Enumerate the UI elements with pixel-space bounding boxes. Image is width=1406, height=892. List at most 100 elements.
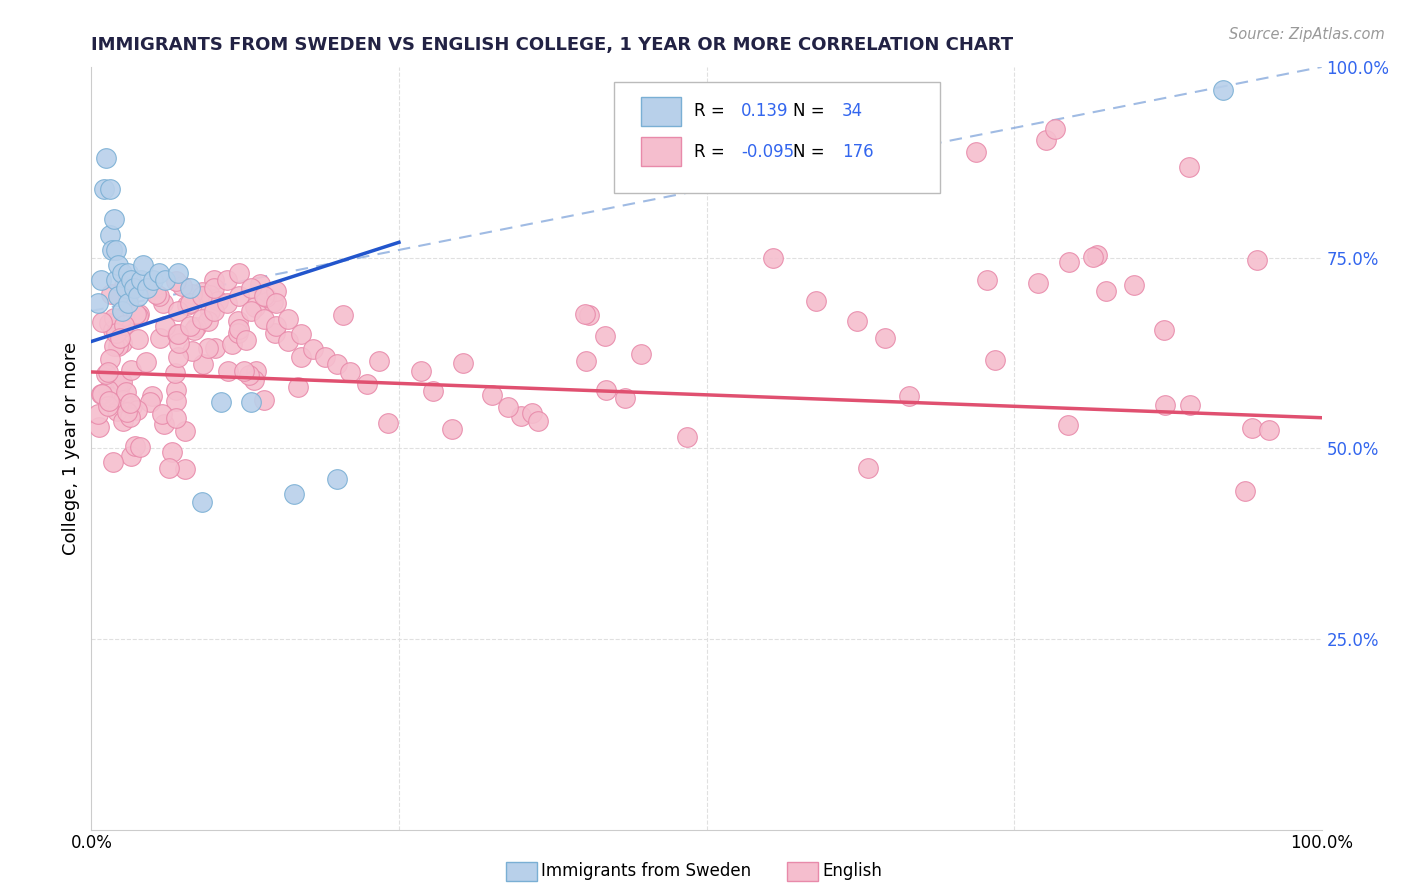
Point [118,410,141,425]
Point [163,366,186,380]
FancyBboxPatch shape [641,96,681,126]
Point [197,314,219,328]
Point [509,409,531,423]
Point [1258,423,1281,437]
Point [198,304,221,318]
Point [204,341,226,355]
Point [111,335,134,350]
FancyBboxPatch shape [641,137,681,166]
Point [856,461,879,475]
Point [253,311,276,326]
Point [245,364,267,378]
Point [202,304,225,318]
Point [976,272,998,286]
Point [167,335,190,350]
Point [111,392,134,407]
Point [179,281,201,295]
Point [165,274,187,288]
Point [207,293,229,308]
Point [824,128,846,142]
Point [228,314,250,328]
Point [111,376,134,390]
Text: Source: ZipAtlas.com: Source: ZipAtlas.com [1229,27,1385,42]
Point [105,404,128,418]
Point [235,333,257,347]
Point [100,351,122,366]
Text: Immigrants from Sweden: Immigrants from Sweden [541,863,751,880]
Point [153,417,176,432]
Y-axis label: College, 1 year or more: College, 1 year or more [62,342,80,555]
Point [111,304,134,318]
Point [101,323,124,337]
Point [96,152,117,166]
Point [1240,420,1263,434]
Point [117,405,139,419]
Point [1178,398,1201,412]
Point [675,430,697,444]
Point [243,300,266,314]
Point [1212,83,1234,97]
Point [148,266,170,280]
Point [165,411,187,425]
Point [217,364,239,378]
Point [94,367,117,381]
Point [202,281,225,295]
Point [287,380,309,394]
Point [105,243,127,257]
Point [614,392,637,406]
Point [117,296,139,310]
Point [114,385,136,400]
Point [326,357,349,371]
Point [128,441,150,455]
Point [135,281,157,295]
Point [145,286,167,301]
Point [118,396,141,410]
Point [191,311,214,326]
Point [264,319,287,334]
Point [314,350,336,364]
Point [873,331,896,345]
Text: -0.095: -0.095 [741,143,794,161]
Point [120,450,142,464]
Point [128,307,150,321]
Point [575,353,598,368]
Point [221,337,243,351]
Point [277,334,299,349]
Text: English: English [823,863,883,880]
Point [249,277,271,292]
Point [103,338,125,352]
Point [202,273,225,287]
Text: 0.139: 0.139 [741,103,789,120]
Point [90,273,112,287]
Point [127,332,149,346]
Point [965,145,987,160]
Point [283,487,305,501]
Point [105,326,128,340]
Point [191,494,214,508]
Point [339,365,361,379]
Point [301,342,323,356]
Point [1233,484,1256,499]
Point [1045,121,1067,136]
Point [630,346,652,360]
Point [574,307,596,321]
Point [97,384,120,398]
Point [377,416,399,430]
Point [127,289,149,303]
Point [1026,277,1049,291]
Point [176,297,198,311]
Point [215,296,238,310]
Point [264,285,287,299]
Point [238,368,260,382]
Point [179,319,201,334]
Point [107,258,129,272]
Point [112,278,135,293]
Point [595,383,617,397]
Point [165,394,187,409]
Point [356,376,378,391]
Point [166,266,188,280]
Point [804,294,827,309]
Point [481,388,503,402]
Point [527,414,550,428]
Point [150,407,173,421]
